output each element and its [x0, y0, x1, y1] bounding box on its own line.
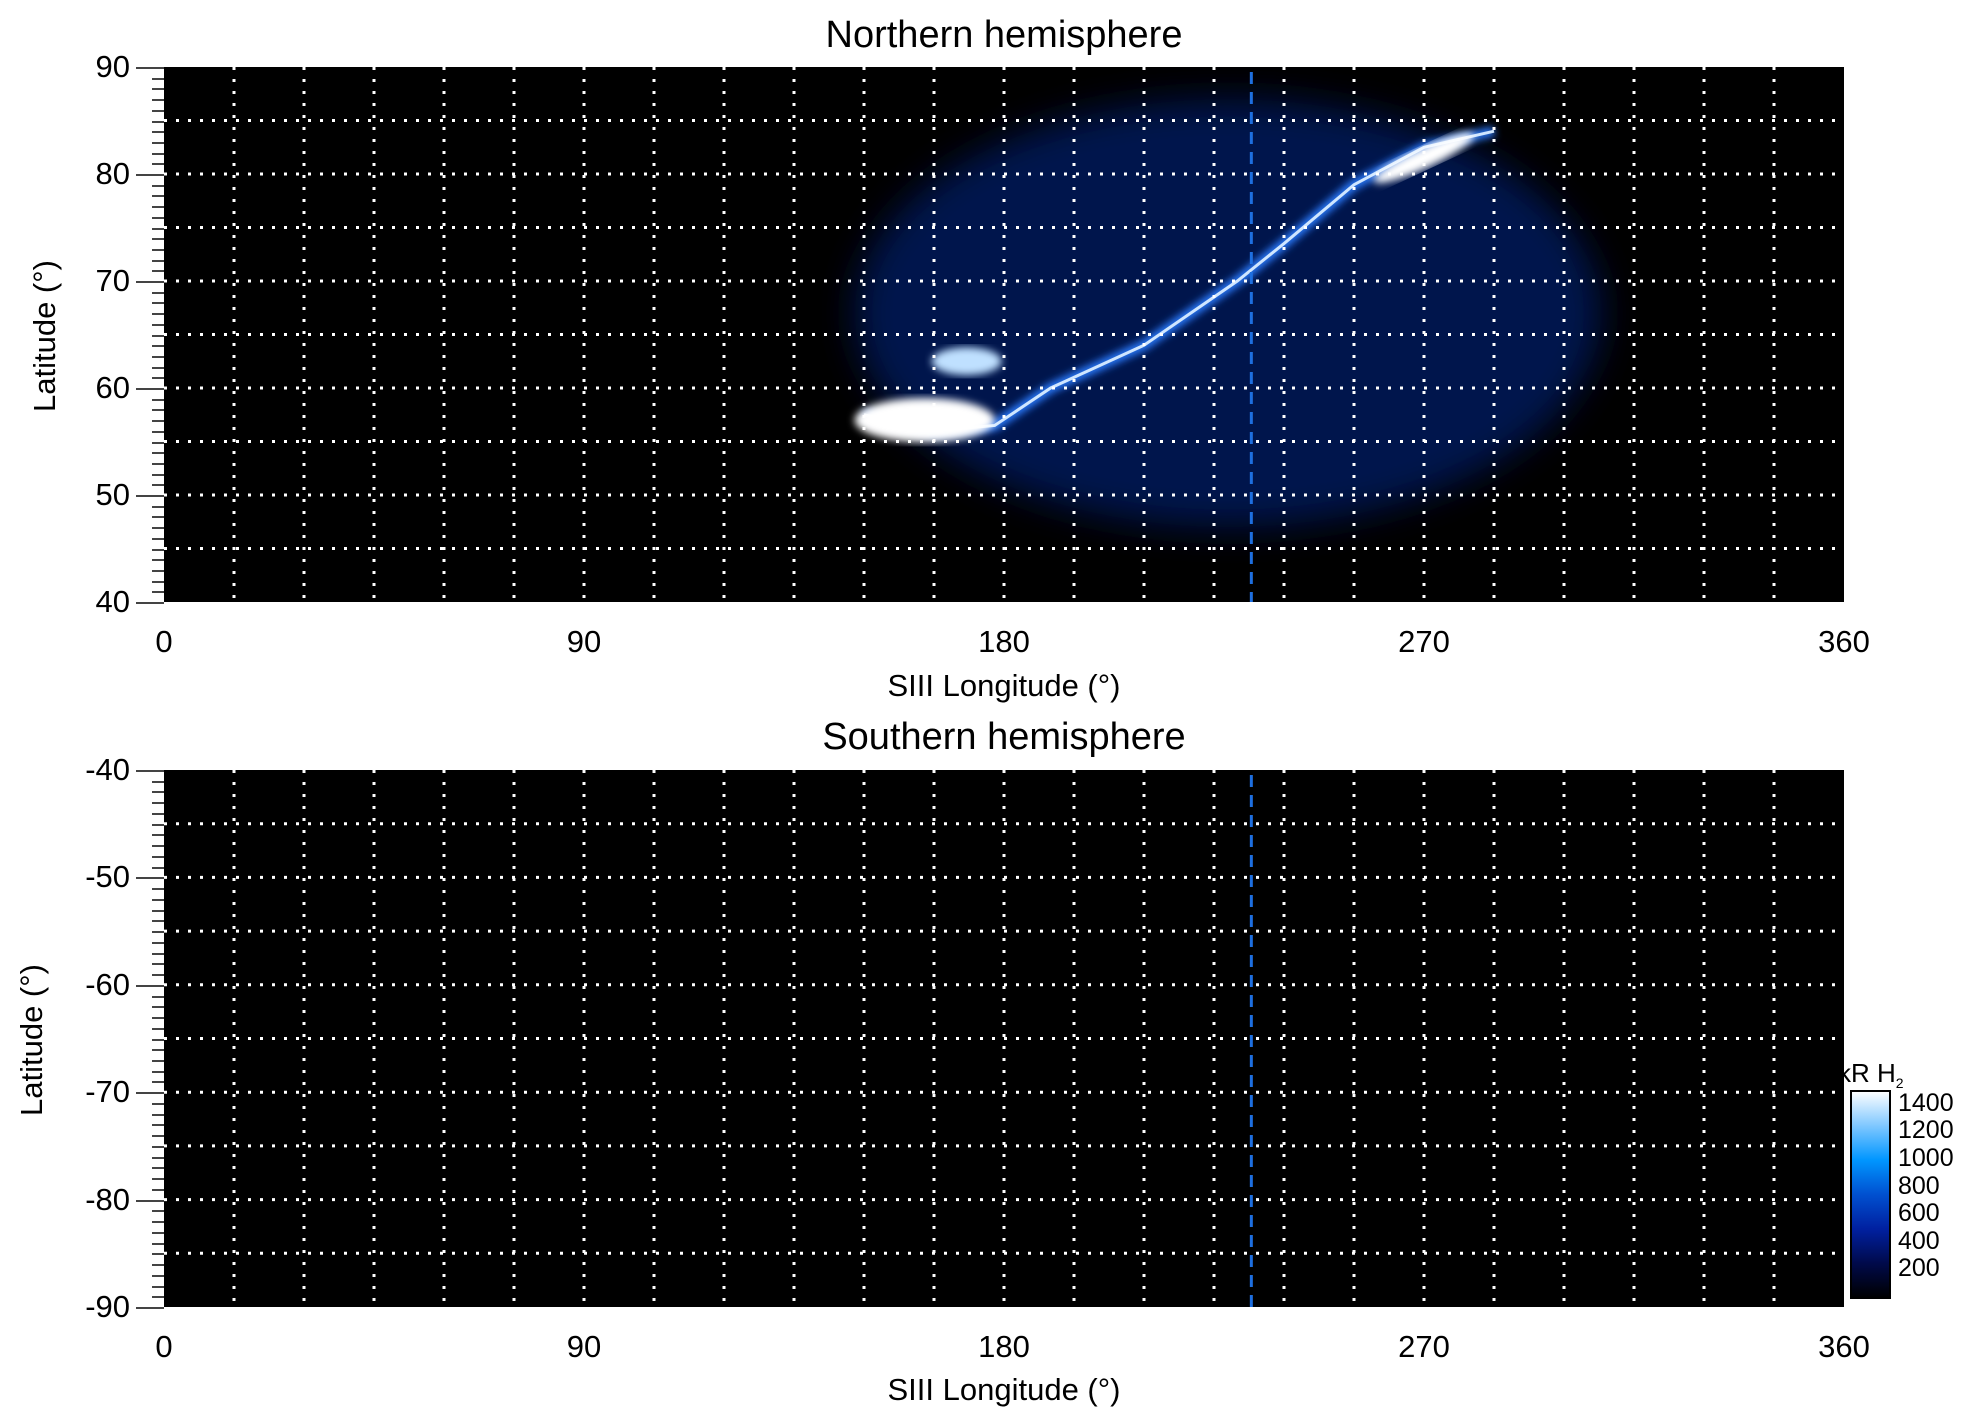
south-title: Southern hemisphere [822, 716, 1186, 758]
colorbar-label: kR H2 [1838, 1058, 1904, 1092]
y-tick-label: 60 [95, 370, 130, 405]
bright-spot [854, 398, 995, 443]
y-axis [136, 67, 164, 604]
colorbar-tick-label: 1400 [1898, 1088, 1954, 1117]
north-plot [164, 67, 1844, 602]
north-title: Northern hemisphere [825, 14, 1183, 56]
x-tick-label: 0 [155, 1329, 173, 1364]
x-tick-label: 270 [1398, 1329, 1450, 1364]
colorbar-tick-label: 200 [1898, 1254, 1940, 1283]
y-tick-label: 40 [95, 584, 130, 619]
colorbar-tick-label: 800 [1898, 1171, 1940, 1200]
x-tick-label: 180 [978, 1329, 1030, 1364]
x-tick-label: 270 [1398, 624, 1450, 659]
y-axis [136, 770, 164, 1309]
y-tick-label: 50 [95, 477, 130, 512]
y-tick-label: -60 [85, 966, 130, 1002]
colorbar-tick-label: 400 [1898, 1226, 1940, 1255]
colorbar [1850, 1090, 1891, 1299]
diffuse-emission [854, 99, 1602, 528]
north-ylabel: Latitude (°) [27, 260, 62, 412]
north-xlabel: SIII Longitude (°) [887, 668, 1121, 703]
x-tick-label: 90 [566, 624, 602, 659]
y-tick-label: 90 [95, 49, 130, 84]
x-tick-label: 0 [155, 624, 173, 659]
x-tick-label: 90 [566, 1329, 602, 1364]
y-tick-label: -90 [85, 1289, 130, 1324]
y-tick-label: 70 [95, 263, 130, 298]
colorbar-tick-label: 1000 [1898, 1144, 1954, 1172]
x-tick-label: 360 [1818, 1329, 1870, 1364]
y-tick-label: 80 [95, 156, 130, 191]
y-tick-label: -80 [85, 1181, 130, 1217]
south-ylabel: Latitude (°) [14, 964, 49, 1116]
south-xlabel: SIII Longitude (°) [887, 1372, 1121, 1407]
colorbar-tick-label: 1200 [1898, 1116, 1954, 1145]
y-tick-label: -50 [85, 859, 130, 895]
y-tick-label: -70 [85, 1074, 130, 1110]
bright-spot [1373, 133, 1475, 183]
south-plot [164, 770, 1844, 1307]
y-tick-label: -40 [85, 752, 130, 787]
bright-spot [931, 347, 1002, 376]
aurora-emission [854, 99, 1602, 528]
x-tick-label: 360 [1818, 624, 1870, 659]
colorbar-tick-label: 600 [1898, 1199, 1940, 1228]
x-tick-label: 180 [978, 624, 1030, 659]
